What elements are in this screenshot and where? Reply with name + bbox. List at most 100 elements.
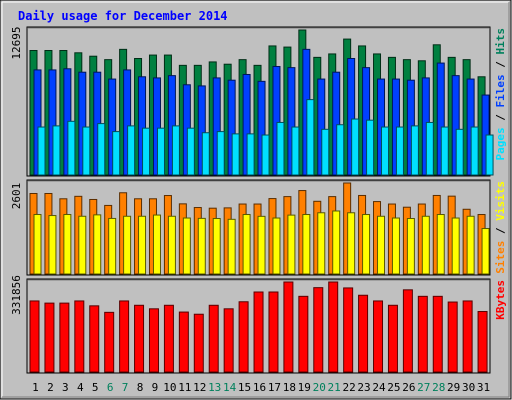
legend-files: Files — [494, 74, 507, 107]
bar-kbytes-day-31 — [477, 311, 488, 373]
series-hits-pages — [37, 99, 494, 176]
series-visits-visits — [33, 210, 490, 275]
bar-visits-day-18 — [287, 214, 296, 275]
max-label-visits: 2601 — [10, 183, 23, 210]
day-label-3: 3 — [62, 381, 69, 394]
bar-kbytes-day-15 — [238, 301, 249, 373]
bar-kbytes-day-6 — [104, 311, 115, 373]
bar-pages-day-4 — [82, 126, 91, 176]
day-label-29: 29 — [447, 381, 460, 394]
bar-visits-day-6 — [108, 217, 117, 275]
day-label-4: 4 — [77, 381, 84, 394]
day-label-11: 11 — [178, 381, 191, 394]
bar-kbytes-day-24 — [373, 300, 384, 373]
legend-hits: Hits — [494, 28, 507, 55]
day-label-10: 10 — [163, 381, 176, 394]
day-label-15: 15 — [238, 381, 251, 394]
bar-pages-day-17 — [276, 121, 285, 176]
bar-pages-day-27 — [425, 121, 434, 176]
day-label-6: 6 — [107, 381, 114, 394]
bar-visits-day-15 — [242, 214, 251, 275]
legend-visits: Sites / Visits — [494, 181, 507, 274]
legend-hits: Pages / Files / Hits — [494, 28, 507, 161]
day-label-16: 16 — [253, 381, 266, 394]
bar-visits-day-23 — [362, 214, 371, 275]
bar-kbytes-day-26 — [402, 289, 413, 373]
day-label-23: 23 — [357, 381, 370, 394]
bar-kbytes-day-14 — [223, 308, 234, 373]
bar-visits-day-10 — [167, 215, 176, 275]
bar-pages-day-30 — [470, 126, 479, 176]
day-label-28: 28 — [432, 381, 445, 394]
bar-kbytes-day-1 — [29, 300, 40, 373]
bar-pages-day-5 — [97, 123, 106, 176]
legend-kbytes: KBytes — [494, 280, 507, 320]
day-label-22: 22 — [342, 381, 355, 394]
bar-visits-day-3 — [63, 214, 72, 275]
bar-pages-day-15 — [246, 133, 255, 176]
bar-pages-day-29 — [455, 128, 464, 176]
bar-kbytes-day-3 — [59, 302, 70, 373]
legend-sites: Sites — [494, 241, 507, 274]
bar-kbytes-day-4 — [74, 300, 85, 373]
bar-visits-day-28 — [436, 214, 445, 275]
day-label-13: 13 — [208, 381, 221, 394]
bar-kbytes-day-13 — [208, 304, 219, 373]
bar-kbytes-day-7 — [119, 300, 130, 373]
bar-kbytes-day-22 — [343, 287, 354, 373]
bar-kbytes-day-12 — [193, 313, 204, 373]
legend-separator: / — [494, 108, 507, 128]
panel-hits: 12695 Pages / Files / Hits — [10, 26, 507, 177]
bar-kbytes-day-17 — [268, 291, 279, 373]
series-kbytes-kbytes — [29, 281, 488, 373]
bar-pages-day-13 — [216, 131, 225, 176]
bar-visits-day-26 — [406, 218, 415, 275]
bar-kbytes-day-21 — [328, 281, 339, 373]
panel-visits: 2601 Sites / Visits — [10, 179, 507, 276]
bar-pages-day-31 — [485, 134, 494, 176]
day-label-21: 21 — [328, 381, 341, 394]
bar-pages-day-20 — [321, 128, 330, 176]
bar-pages-day-18 — [291, 126, 300, 176]
day-label-12: 12 — [193, 381, 206, 394]
chart-panels: 12695 Pages / Files / Hits 2601 Sites / Vis… — [10, 26, 507, 374]
bar-pages-day-3 — [67, 120, 76, 176]
bar-visits-day-27 — [421, 215, 430, 275]
bar-kbytes-day-5 — [89, 305, 100, 373]
max-label-hits: 12695 — [10, 26, 23, 59]
day-label-20: 20 — [313, 381, 326, 394]
bar-visits-day-11 — [182, 217, 191, 275]
legend-kbytes: KBytes — [494, 280, 507, 320]
bar-pages-day-11 — [186, 127, 195, 176]
day-label-8: 8 — [137, 381, 144, 394]
bar-visits-day-14 — [227, 218, 236, 275]
bar-kbytes-day-28 — [432, 295, 443, 373]
max-label-kbytes: 331856 — [10, 275, 23, 315]
day-label-31: 31 — [477, 381, 490, 394]
bar-visits-day-19 — [302, 214, 311, 275]
bar-kbytes-day-29 — [447, 301, 458, 373]
bar-pages-day-16 — [261, 134, 270, 176]
bar-pages-day-28 — [440, 126, 449, 176]
bar-visits-day-31 — [481, 228, 490, 275]
day-label-26: 26 — [402, 381, 415, 394]
panel-kbytes: 331856 KBytes — [10, 275, 507, 374]
bar-kbytes-day-10 — [163, 304, 174, 373]
bar-pages-day-22 — [351, 118, 360, 176]
day-label-7: 7 — [122, 381, 129, 394]
bar-visits-day-25 — [391, 217, 400, 275]
day-label-18: 18 — [283, 381, 296, 394]
day-label-1: 1 — [32, 381, 39, 394]
bar-pages-day-6 — [112, 131, 121, 176]
day-label-2: 2 — [47, 381, 54, 394]
bar-kbytes-day-18 — [283, 281, 294, 373]
bar-visits-day-30 — [466, 215, 475, 275]
bar-visits-day-13 — [212, 218, 221, 275]
x-axis-labels: 1 2 3 4 5 6 7 8 9 10 11 12 13 14 15 16 17 18 19 20 21 22 23 24 2… — [32, 381, 490, 394]
bar-pages-day-19 — [306, 99, 315, 176]
bar-visits-day-7 — [123, 215, 132, 275]
bar-visits-day-22 — [347, 212, 356, 275]
day-label-25: 25 — [387, 381, 400, 394]
bar-visits-day-24 — [377, 215, 386, 275]
